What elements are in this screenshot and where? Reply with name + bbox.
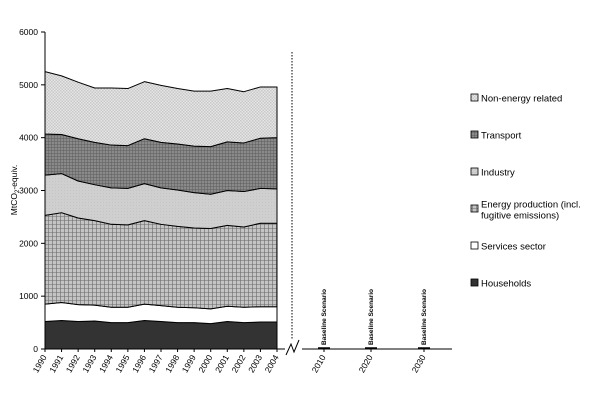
x-tick-label-future: 2020 — [357, 353, 375, 375]
y-tick-label: 4000 — [19, 133, 38, 143]
legend-swatch-energy-production-incl-fugitive-emissions — [470, 204, 479, 213]
x-tick-label: 1991 — [47, 353, 65, 375]
x-tick-label: 1996 — [130, 353, 148, 375]
x-tick-label: 2002 — [229, 353, 247, 375]
x-tick-label: 1995 — [113, 353, 131, 375]
scenario-label: Baseline Scenario — [321, 289, 328, 345]
x-tick-label: 2001 — [213, 353, 231, 375]
x-tick-label-future: 2010 — [310, 353, 328, 375]
x-tick-label: 2004 — [263, 353, 281, 375]
x-tick-label: 2003 — [246, 353, 264, 375]
legend-swatch-services-sector — [470, 241, 479, 250]
x-tick-label: 1998 — [163, 353, 181, 375]
y-axis-title-rest: -equiv. — [9, 165, 19, 190]
legend-label: Transport — [481, 131, 522, 142]
x-tick-label: 1993 — [80, 353, 98, 375]
legend-swatch-industry — [470, 167, 479, 176]
y-tick-label: 6000 — [19, 27, 38, 37]
y-axis-title-main: MtCO — [9, 193, 19, 216]
x-tick-label: 1997 — [147, 353, 165, 375]
legend-label: Industry — [481, 168, 515, 179]
legend-label: fugitive emissions) — [481, 211, 559, 222]
x-tick-label: 2000 — [196, 353, 214, 375]
axis-break-icon — [285, 339, 300, 356]
area-households — [44, 319, 278, 350]
y-tick-label: 3000 — [19, 186, 38, 196]
x-tick-label: 1992 — [64, 353, 82, 375]
area-non-energy-related — [44, 71, 278, 148]
legend-label: Services sector — [481, 242, 546, 253]
x-tick-label-future: 2030 — [410, 353, 428, 375]
x-tick-label: 1990 — [31, 353, 49, 375]
y-tick-label: 2000 — [19, 238, 38, 248]
y-axis-title: MtCO2-equiv. — [9, 165, 21, 215]
legend-label: Non-energy related — [481, 94, 562, 105]
y-tick-label: 5000 — [19, 80, 38, 90]
y-axis-title-subscript: 2 — [15, 189, 21, 193]
area-series-group — [44, 71, 278, 350]
scenario-label: Baseline Scenario — [421, 289, 428, 345]
y-tick-label: 0 — [33, 344, 38, 354]
future-scenarios-group: 2010 Baseline Scenario 2020 Baseline Scenar… — [310, 289, 430, 374]
x-tick-label: 1999 — [180, 353, 198, 375]
legend: Non-energy related Transport Industry Energ… — [470, 93, 581, 290]
scenario-label: Baseline Scenario — [368, 289, 375, 345]
legend-swatch-households — [470, 278, 479, 287]
legend-swatch-transport — [470, 130, 479, 139]
legend-swatch-non-energy-related — [470, 93, 479, 102]
x-tick-label: 1994 — [97, 353, 115, 375]
legend-label: Energy production (incl. — [481, 200, 581, 211]
y-tick-label: 1000 — [19, 291, 38, 301]
legend-label: Households — [481, 279, 531, 290]
